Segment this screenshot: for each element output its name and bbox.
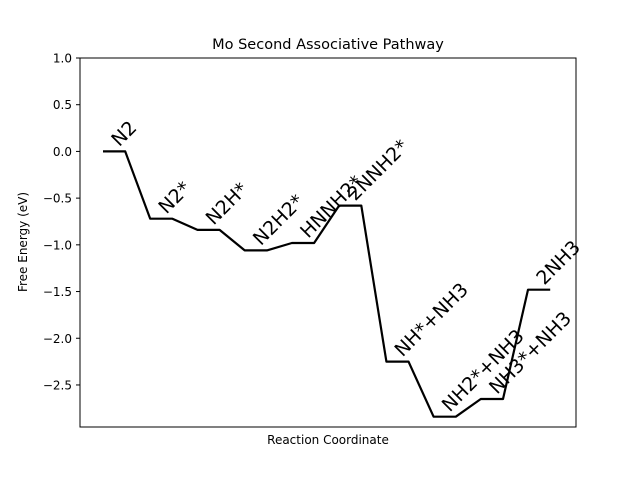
energy-path: [103, 150, 551, 418]
y-tick-label: −1.0: [43, 238, 72, 252]
step-label: 2NNH2*: [343, 136, 413, 206]
y-tick-label: −0.5: [43, 192, 72, 206]
chart-title: Mo Second Associative Pathway: [212, 37, 444, 53]
energy-profile-line: [103, 150, 551, 418]
step-label: N2*: [154, 177, 195, 218]
y-tick-label: −1.5: [43, 285, 72, 299]
x-axis-title: Reaction Coordinate: [267, 433, 389, 447]
y-axis-title: Free Energy (eV): [16, 192, 30, 292]
step-label: N2: [107, 117, 141, 151]
step-label: N2H2*: [249, 190, 309, 250]
y-tick-label: 0.5: [53, 98, 72, 112]
y-tick-label: 0.0: [53, 145, 72, 159]
axes: 1.0 0.5 0.0 −0.5 −1.0 −1.5 −2.0 −2.5: [43, 52, 577, 428]
y-tick-label: 1.0: [53, 52, 72, 66]
plot-frame: [79, 57, 577, 428]
step-label: NH*+NH3: [390, 279, 472, 361]
y-tick-label: −2.5: [43, 378, 72, 392]
step-label: N2H*: [202, 178, 253, 229]
step-label: 2NH3: [532, 236, 585, 289]
y-tick-label: −2.0: [43, 332, 72, 346]
